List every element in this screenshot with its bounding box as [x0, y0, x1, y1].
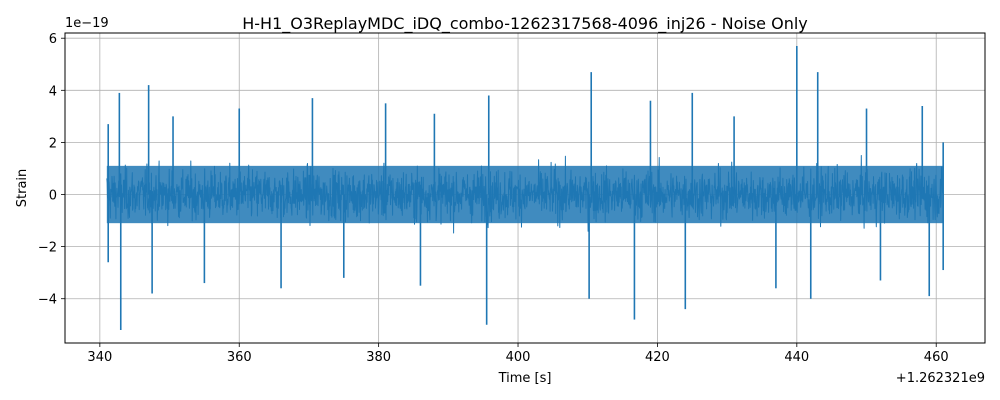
strain-dense-band	[106, 165, 944, 224]
x-tick-label: 460	[924, 350, 949, 365]
y-tick-label: 2	[49, 136, 57, 151]
y-axis-label: Strain	[15, 169, 30, 208]
x-tick-label: 360	[227, 350, 252, 365]
tick-layer: 340 360 380 400 420 440 460 −4 −2 0 2 4 6	[38, 32, 949, 365]
x-tick-label: 400	[506, 350, 531, 365]
y-tick-label: −2	[38, 241, 57, 256]
y-scale-label: 1e−19	[65, 16, 109, 31]
x-offset-label: +1.262321e9	[896, 371, 985, 386]
y-tick-label: −4	[38, 293, 57, 308]
x-tick-label: 420	[645, 350, 670, 365]
chart-title: H-H1_O3ReplayMDC_iDQ_combo-1262317568-40…	[242, 14, 808, 34]
x-axis-label: Time [s]	[498, 371, 552, 386]
x-tick-label: 340	[87, 350, 112, 365]
plot-frame	[64, 32, 986, 344]
y-tick-label: 0	[49, 189, 57, 204]
data-layer	[106, 46, 944, 330]
x-tick-label: 440	[784, 350, 809, 365]
y-tick-label: 6	[49, 32, 57, 47]
x-tick-label: 380	[366, 350, 391, 365]
y-tick-label: 4	[49, 84, 57, 99]
